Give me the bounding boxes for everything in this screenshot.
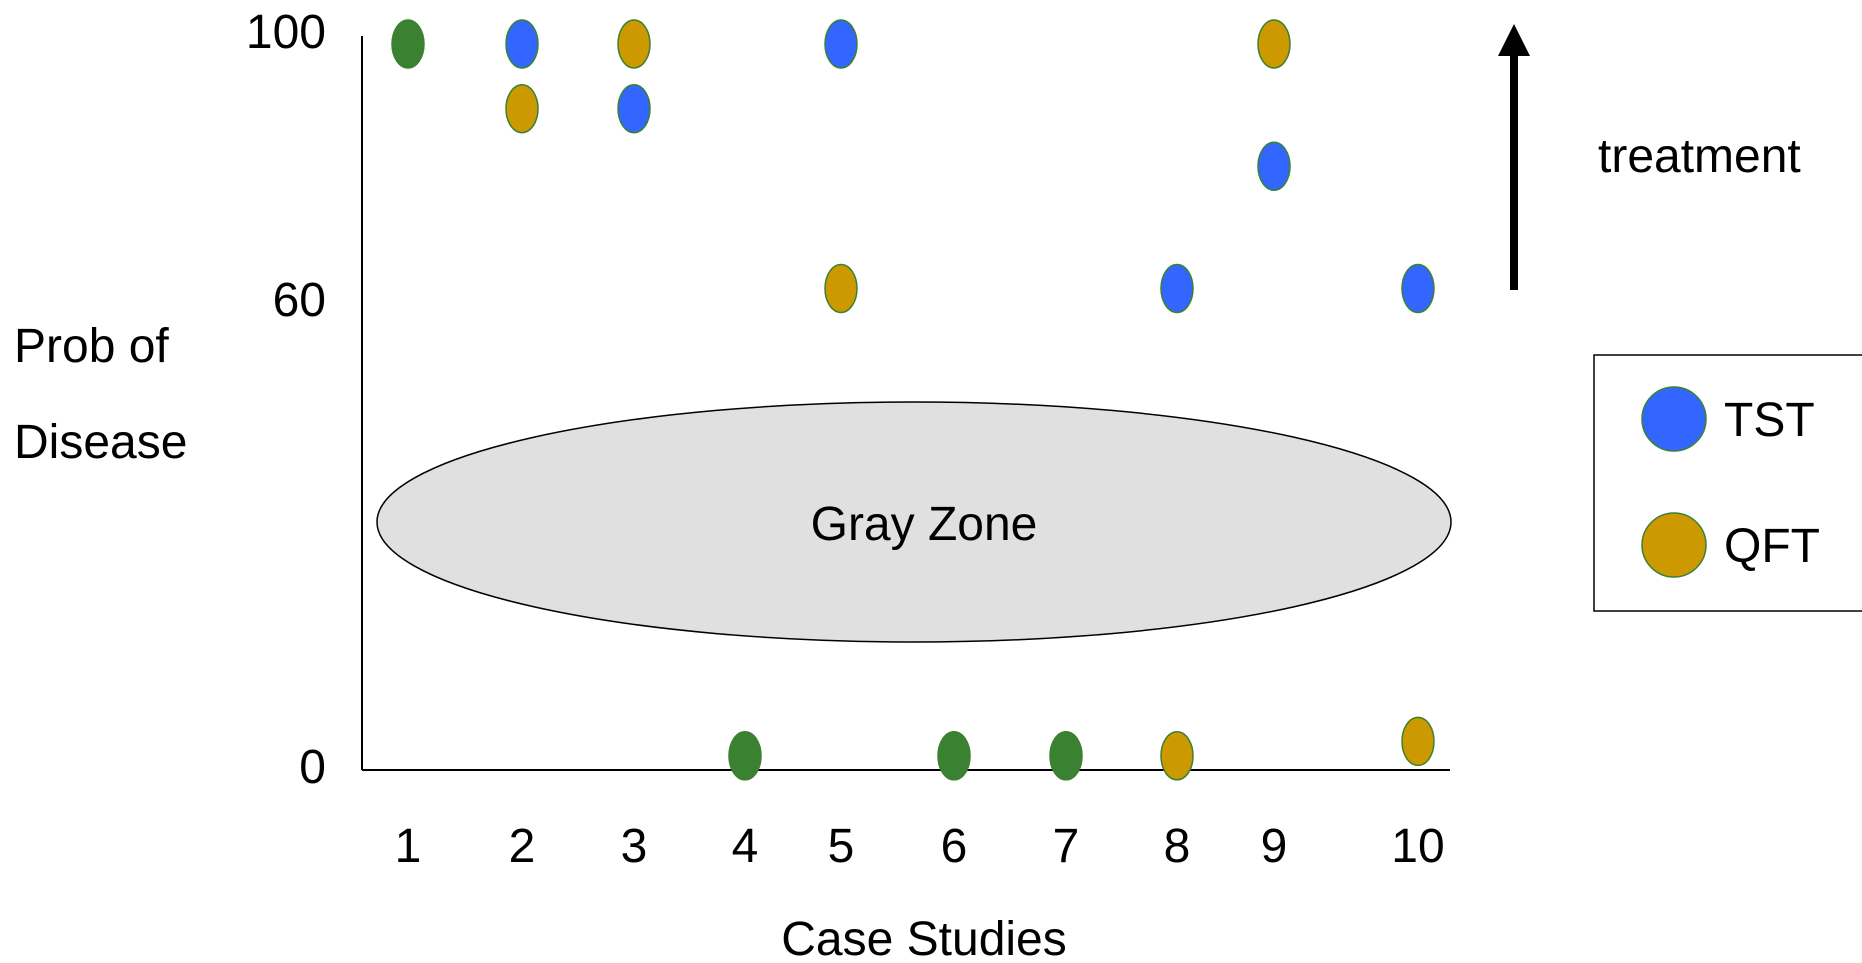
x-tick-label: 2 xyxy=(509,820,536,873)
data-point-qft xyxy=(824,263,858,314)
data-point-qft xyxy=(1257,19,1291,69)
x-tick-label: 10 xyxy=(1391,820,1444,873)
x-tick-labels: 1 2 3 4 5 6 7 8 9 10 xyxy=(395,820,1445,873)
x-tick-label: 7 xyxy=(1053,820,1080,873)
data-point-qft xyxy=(1401,716,1435,767)
data-point-tst xyxy=(824,19,858,69)
data-point-qft xyxy=(617,19,651,69)
y-tick-labels: 0 60 100 xyxy=(246,6,326,794)
data-point-tst xyxy=(1401,263,1435,314)
legend-label-qft: QFT xyxy=(1724,520,1820,573)
x-tick-label: 4 xyxy=(732,820,759,873)
y-axis-label-line-1: Prob of xyxy=(14,320,169,373)
y-tick-label: 60 xyxy=(273,274,326,327)
data-point-qft xyxy=(1160,731,1194,781)
data-point-tst xyxy=(617,83,651,134)
data-point-tst xyxy=(1257,141,1291,191)
data-point-unlabeled xyxy=(937,731,971,781)
data-points xyxy=(391,19,1435,781)
legend: TST QFT xyxy=(1593,354,1862,612)
legend-label-tst: TST xyxy=(1724,394,1815,447)
y-tick-label: 100 xyxy=(246,6,326,59)
legend-marker-qft xyxy=(1641,512,1707,578)
x-tick-label: 1 xyxy=(395,820,422,873)
data-point-tst xyxy=(1160,263,1194,314)
legend-box xyxy=(1593,354,1862,612)
data-point-tst xyxy=(505,19,539,69)
x-tick-label: 9 xyxy=(1261,820,1288,873)
x-tick-label: 5 xyxy=(828,820,855,873)
data-point-unlabeled xyxy=(391,19,425,69)
legend-marker-tst xyxy=(1641,386,1707,452)
x-axis-label: Case Studies xyxy=(781,913,1067,963)
y-tick-label: 0 xyxy=(299,741,326,794)
gray-zone xyxy=(376,401,1452,643)
treatment-label: treatment xyxy=(1598,130,1801,183)
y-axis-label-line-2: Disease xyxy=(14,416,187,469)
x-tick-label: 3 xyxy=(621,820,648,873)
x-tick-label: 6 xyxy=(941,820,968,873)
data-point-qft xyxy=(505,83,539,134)
gray-zone-label: Gray Zone xyxy=(811,498,1038,551)
data-point-unlabeled xyxy=(1049,731,1083,781)
x-tick-label: 8 xyxy=(1164,820,1191,873)
data-point-unlabeled xyxy=(728,731,762,781)
